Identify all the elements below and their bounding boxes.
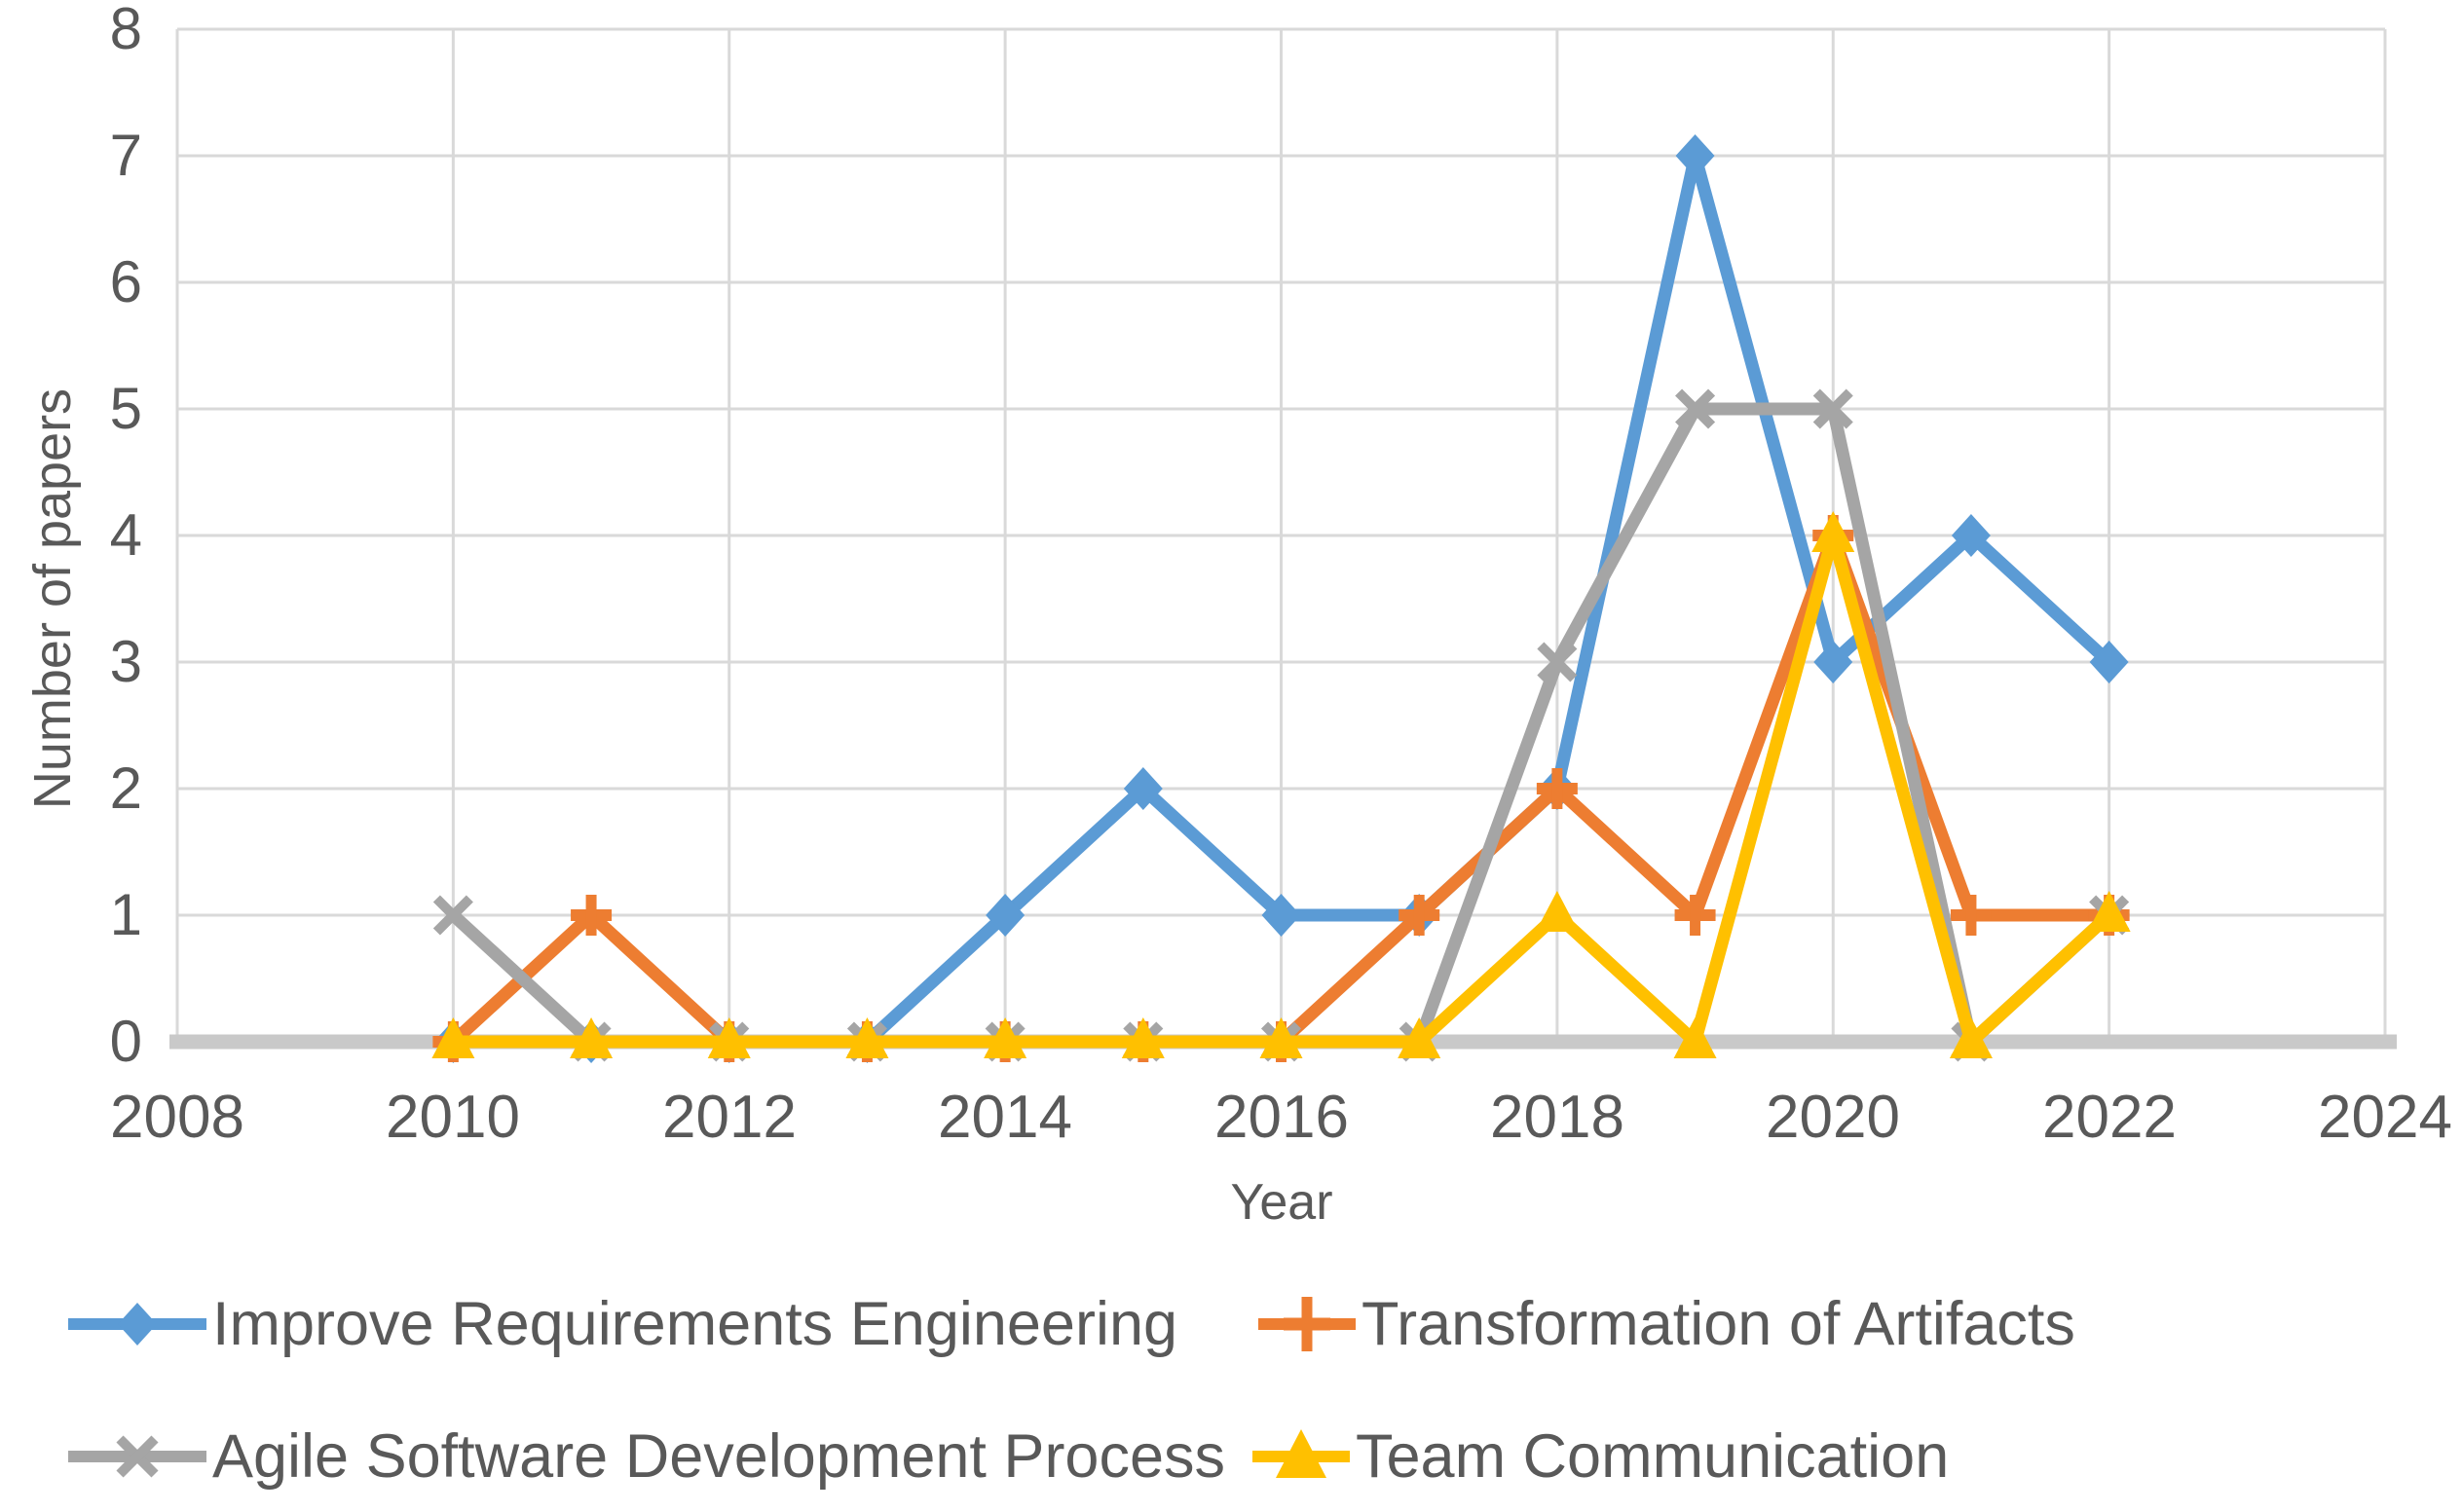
y-tick-label: 4 (110, 502, 142, 568)
gridlines (175, 27, 2387, 1042)
blue-diamond-line-icon (68, 1303, 206, 1346)
y-tick-label: 8 (110, 0, 142, 61)
orange-plus-line-icon (1258, 1297, 1356, 1351)
series-markers (431, 511, 2131, 1058)
y-tick-label: 7 (110, 123, 142, 188)
legend-label: Team Communication (1356, 1422, 1950, 1491)
gray-x-line-icon (68, 1435, 206, 1478)
chart-legend: Improve Requirements Engineering Transfo… (0, 1251, 2462, 1512)
series-team-communication (431, 511, 2131, 1058)
x-axis-title: Year (1230, 1174, 1332, 1231)
y-axis-title: Number of papers (23, 388, 82, 809)
legend-entry-team-communication: Team Communication (1252, 1403, 1949, 1510)
y-tick-label: 0 (110, 1009, 142, 1074)
x-tick-label: 2024 (2318, 1084, 2452, 1151)
y-tick-label: 2 (110, 756, 142, 821)
x-tick-label: 2014 (938, 1084, 1072, 1151)
x-axis-tick-labels: 2008 2010 2012 2014 2016 2018 2020 2022 … (110, 1084, 2452, 1151)
series-layer (431, 134, 2131, 1063)
x-tick-label: 2022 (2042, 1084, 2177, 1151)
x-tick-label: 2020 (1766, 1084, 1900, 1151)
yellow-triangle-line-icon (1252, 1429, 1350, 1478)
y-tick-label: 1 (110, 882, 142, 947)
x-tick-label: 2008 (110, 1084, 244, 1151)
legend-label: Transformation of Artifacts (1362, 1290, 2075, 1358)
y-axis-tick-labels: 0 1 2 3 4 5 6 7 8 (110, 0, 142, 1074)
legend-label: Agile Software Development Process (212, 1422, 1225, 1491)
y-tick-label: 3 (110, 629, 142, 694)
legend-entry-improve-requirements-engineering: Improve Requirements Engineering (68, 1271, 1177, 1378)
legend-entry-transformation-of-artifacts: Transformation of Artifacts (1258, 1271, 2075, 1378)
x-tick-label: 2012 (662, 1084, 797, 1151)
y-tick-label: 5 (110, 376, 142, 441)
x-tick-label: 2010 (386, 1084, 520, 1151)
x-tick-label: 2018 (1490, 1084, 1624, 1151)
y-tick-label: 6 (110, 249, 142, 314)
legend-entry-agile-software-development-process: Agile Software Development Process (68, 1403, 1225, 1510)
legend-label: Improve Requirements Engineering (212, 1290, 1178, 1358)
x-tick-label: 2016 (1214, 1084, 1349, 1151)
